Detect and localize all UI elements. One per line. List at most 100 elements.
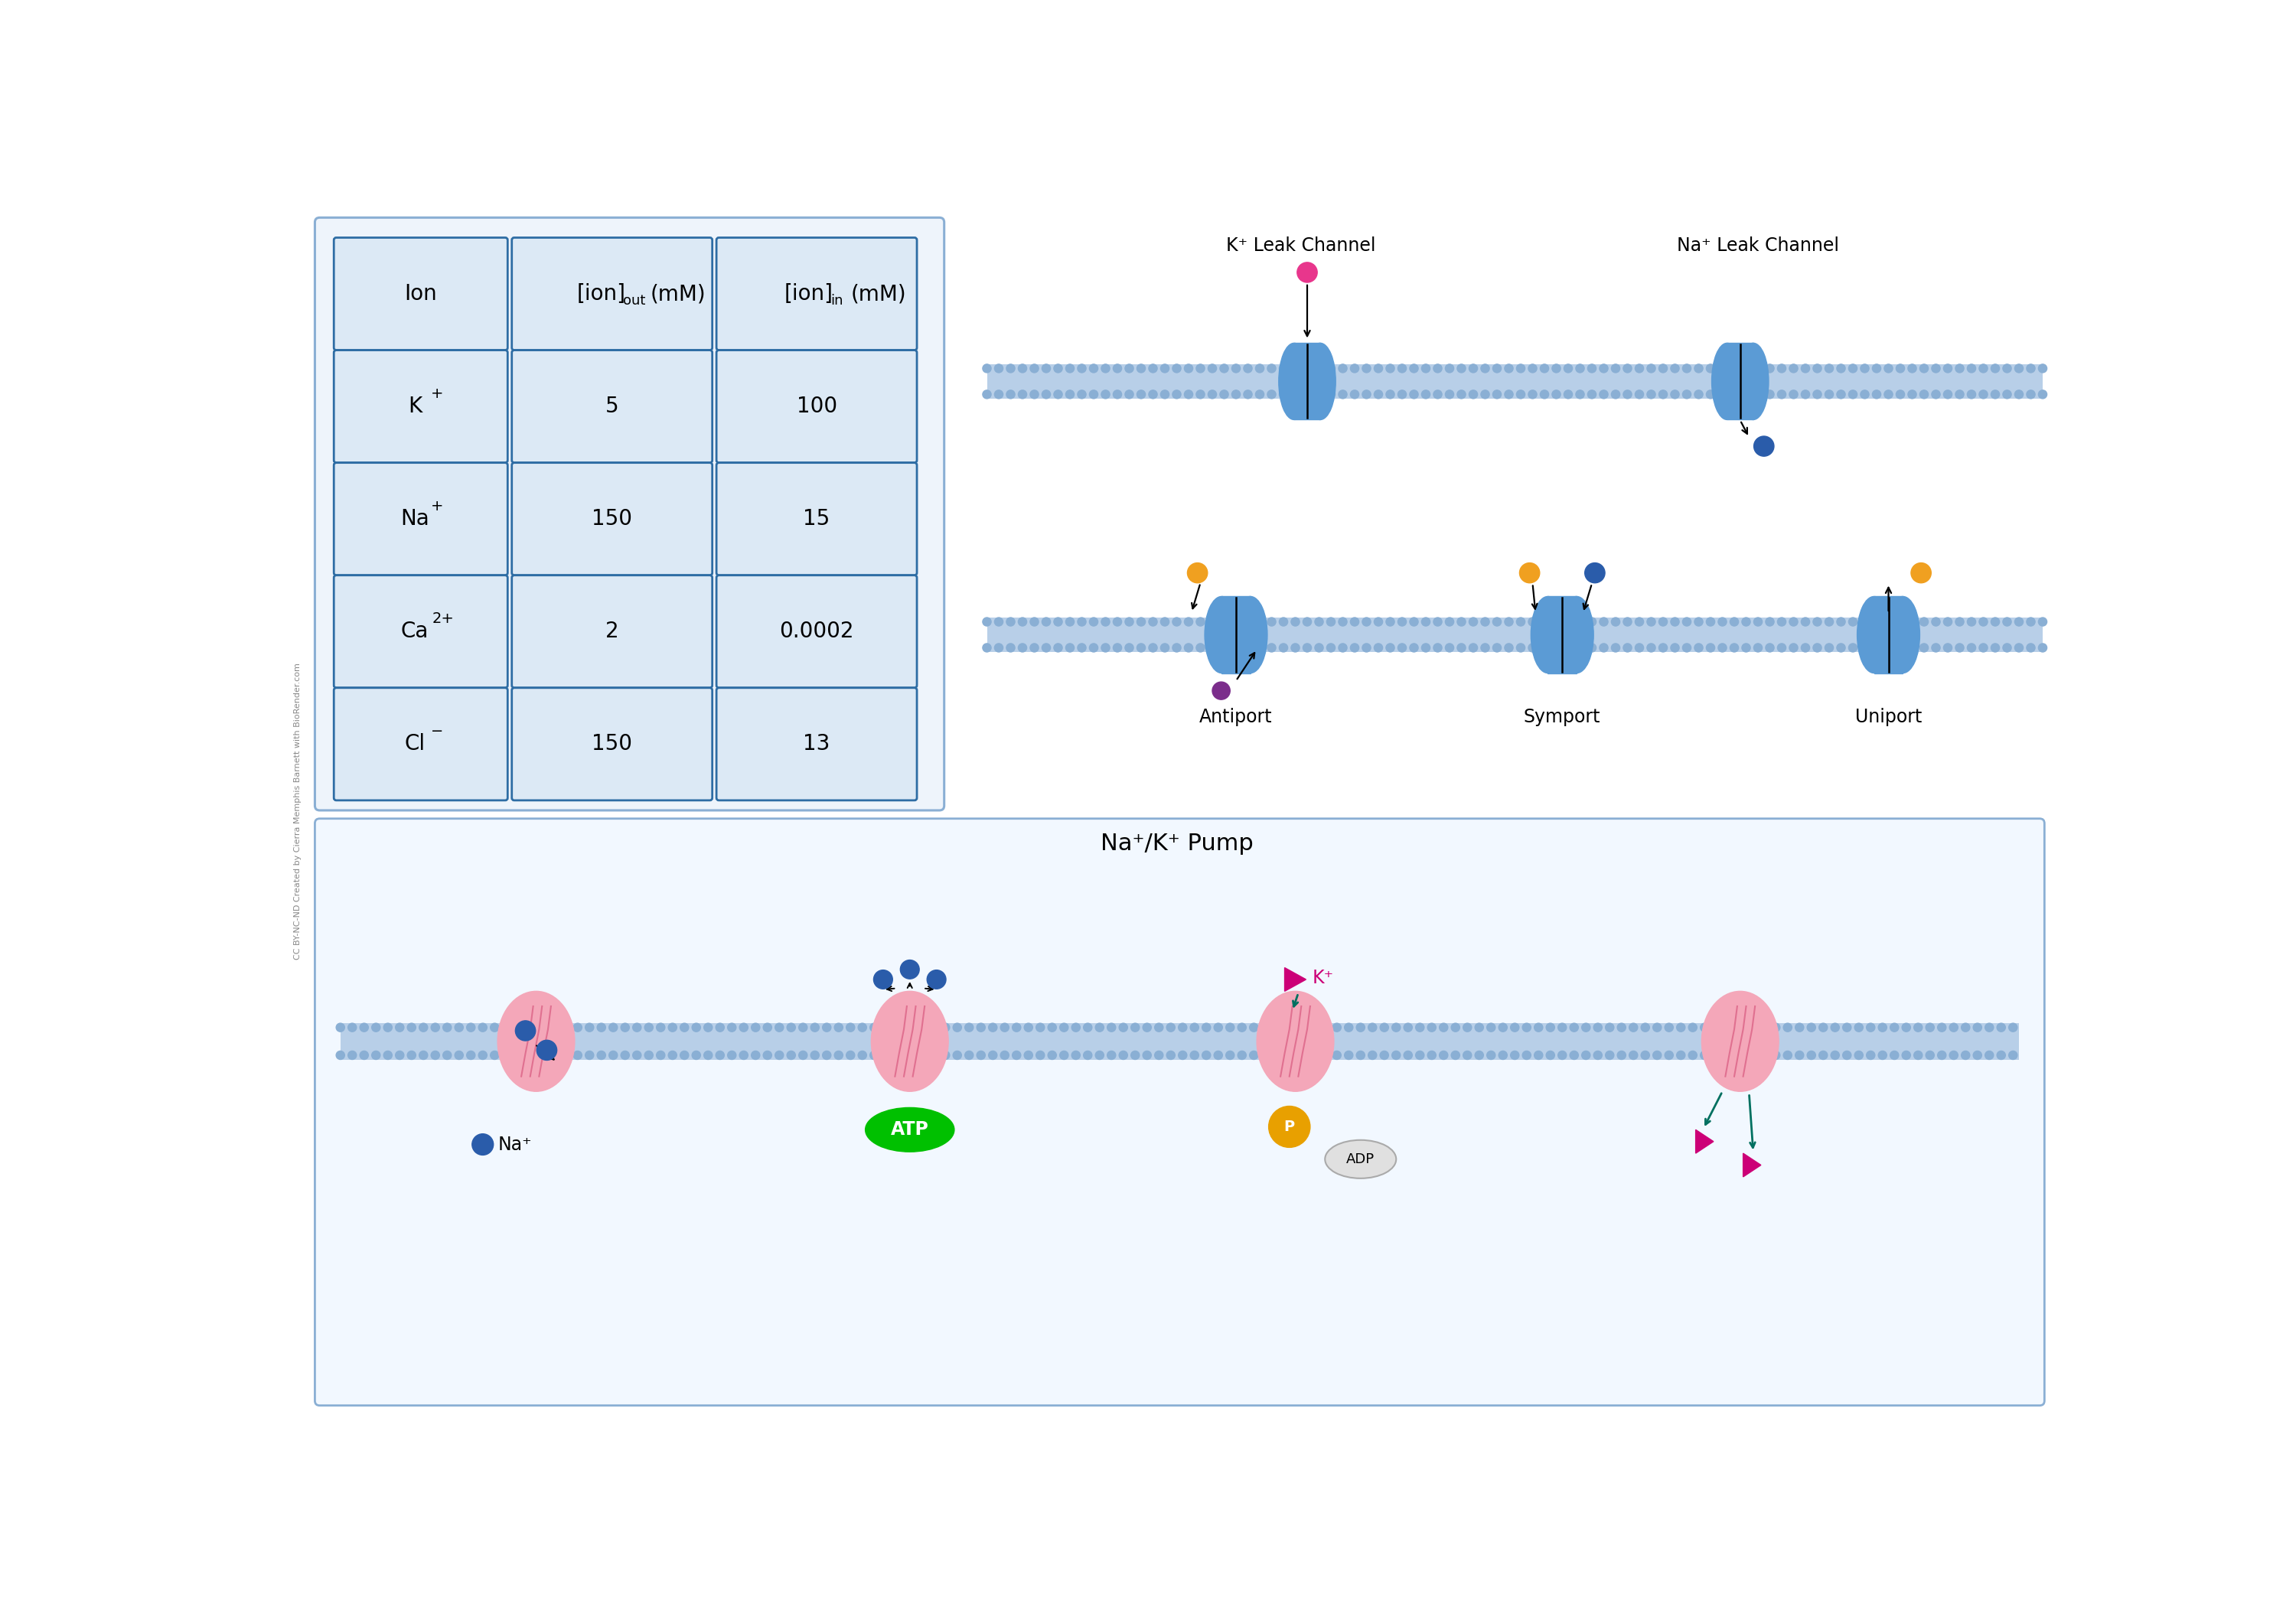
- Circle shape: [563, 1024, 569, 1032]
- Circle shape: [1368, 1024, 1378, 1032]
- Circle shape: [1736, 1024, 1745, 1032]
- Circle shape: [1332, 1024, 1341, 1032]
- Circle shape: [1784, 1024, 1791, 1032]
- Circle shape: [1077, 643, 1086, 652]
- Circle shape: [751, 1024, 760, 1032]
- Circle shape: [1729, 391, 1738, 399]
- Circle shape: [1759, 1051, 1768, 1059]
- Circle shape: [716, 1024, 723, 1032]
- Circle shape: [443, 1024, 452, 1032]
- Circle shape: [1706, 617, 1715, 627]
- Ellipse shape: [1885, 596, 1919, 673]
- Text: Na: Na: [400, 508, 429, 530]
- Circle shape: [1968, 365, 1977, 373]
- Circle shape: [1600, 391, 1607, 399]
- Circle shape: [1743, 365, 1750, 373]
- Circle shape: [1520, 562, 1541, 583]
- FancyBboxPatch shape: [716, 238, 916, 350]
- Circle shape: [1256, 365, 1265, 373]
- Circle shape: [1433, 643, 1442, 652]
- Circle shape: [1575, 391, 1584, 399]
- Circle shape: [1387, 365, 1394, 373]
- Circle shape: [1701, 1024, 1708, 1032]
- Circle shape: [1830, 1051, 1839, 1059]
- Circle shape: [1320, 1024, 1329, 1032]
- Circle shape: [491, 1051, 498, 1059]
- Text: 5: 5: [606, 395, 620, 418]
- Circle shape: [1159, 365, 1169, 373]
- Text: +: +: [432, 498, 443, 513]
- Circle shape: [1031, 617, 1038, 627]
- Circle shape: [983, 391, 992, 399]
- Circle shape: [1795, 1051, 1805, 1059]
- Circle shape: [657, 1024, 666, 1032]
- FancyBboxPatch shape: [512, 575, 712, 688]
- Circle shape: [1357, 1051, 1364, 1059]
- Circle shape: [1345, 1051, 1352, 1059]
- Circle shape: [1653, 1051, 1662, 1059]
- Circle shape: [1302, 365, 1311, 373]
- Ellipse shape: [1256, 992, 1334, 1091]
- Circle shape: [1871, 365, 1880, 373]
- Circle shape: [1777, 365, 1786, 373]
- Circle shape: [1665, 1051, 1674, 1059]
- Circle shape: [964, 1024, 974, 1032]
- Circle shape: [383, 1024, 393, 1032]
- Circle shape: [1552, 391, 1561, 399]
- Circle shape: [1244, 391, 1251, 399]
- Circle shape: [2002, 365, 2011, 373]
- Circle shape: [1143, 1051, 1150, 1059]
- Circle shape: [2014, 643, 2023, 652]
- Circle shape: [1302, 391, 1311, 399]
- Circle shape: [1166, 1024, 1176, 1032]
- Circle shape: [1956, 617, 1963, 627]
- Circle shape: [1433, 365, 1442, 373]
- Circle shape: [833, 1024, 843, 1032]
- Text: Uniport: Uniport: [1855, 709, 1922, 726]
- Circle shape: [1114, 617, 1123, 627]
- Circle shape: [1042, 365, 1052, 373]
- FancyBboxPatch shape: [716, 463, 916, 575]
- Circle shape: [1701, 1051, 1708, 1059]
- Circle shape: [1587, 643, 1596, 652]
- Circle shape: [1766, 617, 1775, 627]
- Bar: [1727, 342, 1754, 419]
- Circle shape: [1743, 643, 1750, 652]
- Circle shape: [1504, 365, 1513, 373]
- Circle shape: [1766, 365, 1775, 373]
- Circle shape: [1931, 617, 1940, 627]
- Circle shape: [1855, 1051, 1862, 1059]
- Circle shape: [1646, 391, 1655, 399]
- Circle shape: [1373, 617, 1382, 627]
- Circle shape: [1814, 391, 1821, 399]
- Circle shape: [1910, 562, 1931, 583]
- Circle shape: [1860, 365, 1869, 373]
- Circle shape: [1267, 365, 1277, 373]
- Ellipse shape: [1325, 1139, 1396, 1178]
- Circle shape: [976, 1024, 985, 1032]
- Circle shape: [1421, 643, 1430, 652]
- Circle shape: [1368, 1051, 1378, 1059]
- Circle shape: [1623, 365, 1632, 373]
- Circle shape: [1545, 1051, 1554, 1059]
- Circle shape: [1327, 643, 1336, 652]
- Circle shape: [657, 1051, 666, 1059]
- Circle shape: [597, 1051, 606, 1059]
- FancyBboxPatch shape: [512, 463, 712, 575]
- Circle shape: [1249, 1051, 1258, 1059]
- FancyBboxPatch shape: [716, 350, 916, 463]
- Circle shape: [1646, 365, 1655, 373]
- Circle shape: [1717, 391, 1727, 399]
- Text: in: in: [831, 294, 843, 309]
- Circle shape: [1908, 617, 1917, 627]
- Circle shape: [2009, 1051, 2018, 1059]
- Circle shape: [1896, 365, 1906, 373]
- Circle shape: [1189, 1024, 1199, 1032]
- Circle shape: [526, 1024, 535, 1032]
- Circle shape: [349, 1051, 356, 1059]
- Circle shape: [395, 1024, 404, 1032]
- Circle shape: [1137, 391, 1146, 399]
- Circle shape: [1800, 365, 1809, 373]
- Circle shape: [893, 1051, 902, 1059]
- Circle shape: [716, 1051, 723, 1059]
